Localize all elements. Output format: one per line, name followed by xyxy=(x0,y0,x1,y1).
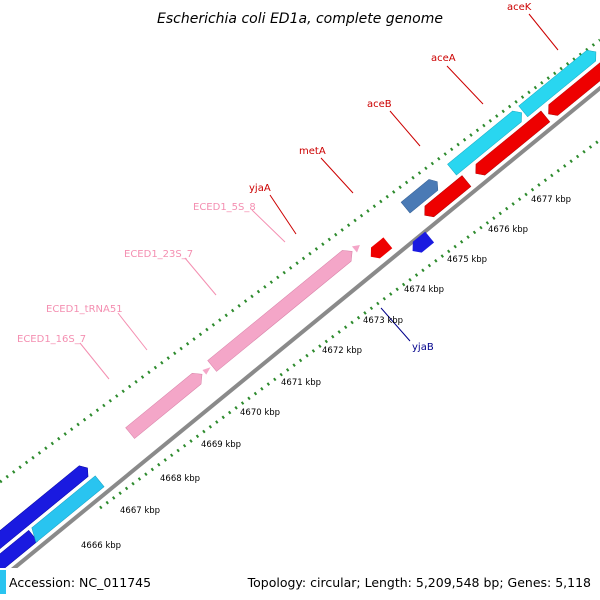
tick-label: 4675 kbp xyxy=(447,255,487,265)
leader-metA xyxy=(320,157,354,194)
label-aceB[interactable]: aceB xyxy=(367,99,392,110)
gene-tRNA51[interactable] xyxy=(202,365,212,375)
leader-5S xyxy=(251,209,286,243)
tick-label: 4671 kbp xyxy=(281,378,321,388)
label-ECED1-16S-7[interactable]: ECED1_16S_7 xyxy=(17,334,86,345)
leader-aceK xyxy=(528,13,559,51)
gene-16S-rRNA[interactable] xyxy=(125,369,207,439)
genome-backbone xyxy=(0,85,600,583)
label-aceA[interactable]: aceA xyxy=(431,53,456,64)
tick-label: 4672 kbp xyxy=(322,346,362,356)
label-yjaA[interactable]: yjaA xyxy=(249,183,271,194)
gene-23S-rRNA[interactable] xyxy=(207,246,357,372)
leader-yjaB xyxy=(380,307,411,342)
tick-label: 4676 kbp xyxy=(488,225,528,235)
gene-yjaA[interactable] xyxy=(366,237,393,262)
leader-yjaA xyxy=(269,194,297,235)
inner-tick-row xyxy=(99,138,600,510)
tick-label: 4667 kbp xyxy=(120,506,160,516)
leader-aceA xyxy=(446,65,484,105)
label-metA[interactable]: metA xyxy=(299,146,326,157)
gene-5S-rRNA[interactable] xyxy=(351,242,362,253)
forward-strand-track xyxy=(0,46,600,572)
leader-16S xyxy=(79,342,110,380)
gene-blue-forward[interactable] xyxy=(0,463,92,572)
tick-label: 4666 kbp xyxy=(81,541,121,551)
gene-yjaB[interactable] xyxy=(408,231,435,257)
footer-accession: Accession: NC_011745 xyxy=(9,575,151,590)
tick-labels: 4666 kbp 4667 kbp 4668 kbp 4669 kbp 4670… xyxy=(81,195,571,551)
label-ECED1-23S-7[interactable]: ECED1_23S_7 xyxy=(124,249,193,260)
gene-cyan-2[interactable] xyxy=(518,46,600,118)
gene-cyan-1[interactable] xyxy=(447,107,527,176)
leader-23S xyxy=(184,257,217,296)
tick-label: 4669 kbp xyxy=(201,440,241,450)
gene-labels: aceK aceA aceB metA yjaA ECED1_5S_8 ECED… xyxy=(17,2,559,380)
tick-label: 4673 kbp xyxy=(363,316,403,326)
footer-color-swatch xyxy=(0,570,6,594)
footer-summary: Topology: circular; Length: 5,209,548 bp… xyxy=(247,575,591,590)
gene-red-reverse-3[interactable] xyxy=(544,57,600,120)
tick-label: 4674 kbp xyxy=(404,285,444,295)
gene-metA[interactable] xyxy=(400,176,442,214)
gene-red-reverse-1[interactable] xyxy=(420,175,472,221)
leader-aceB xyxy=(389,110,421,147)
gene-red-reverse-2[interactable] xyxy=(471,110,551,179)
label-ECED1-5S-8[interactable]: ECED1_5S_8 xyxy=(193,202,256,213)
map-title: Escherichia coli ED1a, complete genome xyxy=(157,11,443,27)
tick-label: 4668 kbp xyxy=(160,474,200,484)
tick-label: 4670 kbp xyxy=(240,408,280,418)
leader-tRNA51 xyxy=(117,312,148,351)
footer-bar xyxy=(0,568,600,600)
tick-label: 4677 kbp xyxy=(531,195,571,205)
gene-cyan-reverse[interactable] xyxy=(27,475,105,543)
label-aceK[interactable]: aceK xyxy=(507,2,532,13)
outer-tick-row xyxy=(0,38,600,484)
label-ECED1-tRNA51[interactable]: ECED1_tRNA51 xyxy=(46,304,123,315)
label-yjaB[interactable]: yjaB xyxy=(412,342,434,353)
